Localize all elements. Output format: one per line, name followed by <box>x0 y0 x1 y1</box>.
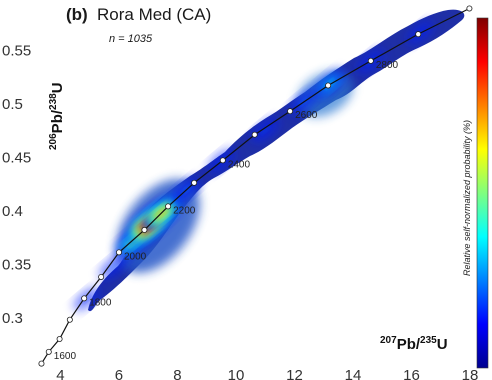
concordia-age-marker <box>287 108 294 115</box>
concordia-age-marker <box>45 348 52 355</box>
concordia-age-marker <box>141 226 148 233</box>
age-label-2200: 2200 <box>173 205 196 216</box>
colorbar <box>476 17 489 369</box>
panel-name: Rora Med (CA) <box>97 5 211 24</box>
age-label-2800: 2800 <box>376 60 399 71</box>
x-tick-label: 6 <box>115 367 123 380</box>
x-tick-label: 10 <box>228 367 245 380</box>
concordia-age-marker <box>191 179 198 186</box>
panel-letter: (b) <box>66 5 88 24</box>
density-field <box>73 9 465 312</box>
concordia-age-marker <box>38 360 45 367</box>
x-tick-label: 16 <box>403 367 420 380</box>
x-tick-label: 4 <box>56 367 64 380</box>
concordia-age-marker <box>81 295 88 302</box>
density-band <box>88 9 465 312</box>
y-tick-label: 0.45 <box>2 150 31 167</box>
age-label-1600: 1600 <box>54 351 77 362</box>
concordia-age-marker <box>219 157 226 164</box>
concordia-age-marker <box>115 249 122 256</box>
x-tick-label: 8 <box>173 367 181 380</box>
x-tick-label: 12 <box>286 367 303 380</box>
density-blob <box>262 127 269 133</box>
concordia-age-marker <box>251 131 258 138</box>
x-tick-label: 14 <box>345 367 362 380</box>
y-tick-label: 0.55 <box>2 43 31 60</box>
concordia-age-marker <box>98 273 105 280</box>
concordia-age-marker <box>165 203 172 210</box>
x-axis-title: 207Pb/235U <box>380 335 448 353</box>
y-tick-label: 0.35 <box>2 257 31 274</box>
concordia-age-marker <box>66 316 73 323</box>
y-tick-label: 0.4 <box>2 203 23 220</box>
age-label-1800: 1800 <box>89 297 112 308</box>
concordia-age-marker <box>466 5 473 12</box>
age-label-2400: 2400 <box>228 159 251 170</box>
y-tick-label: 0.5 <box>2 96 23 113</box>
age-label-2000: 2000 <box>124 251 147 262</box>
density-blob <box>109 263 117 270</box>
sample-count: n = 1035 <box>109 33 153 45</box>
concordia-curve <box>40 7 470 364</box>
x-tick-label: 18 <box>462 367 479 380</box>
y-axis-title: 206Pb/238U <box>48 82 66 150</box>
age-label-2600: 2600 <box>295 110 318 121</box>
concordia-age-marker <box>325 82 332 89</box>
concordia-age-marker <box>367 57 374 64</box>
concordia-age-marker <box>415 31 422 38</box>
y-tick-label: 0.3 <box>2 310 23 327</box>
concordia-age-marker <box>56 336 63 343</box>
colorbar-title: Relative self-normalized probability (%) <box>462 120 472 276</box>
